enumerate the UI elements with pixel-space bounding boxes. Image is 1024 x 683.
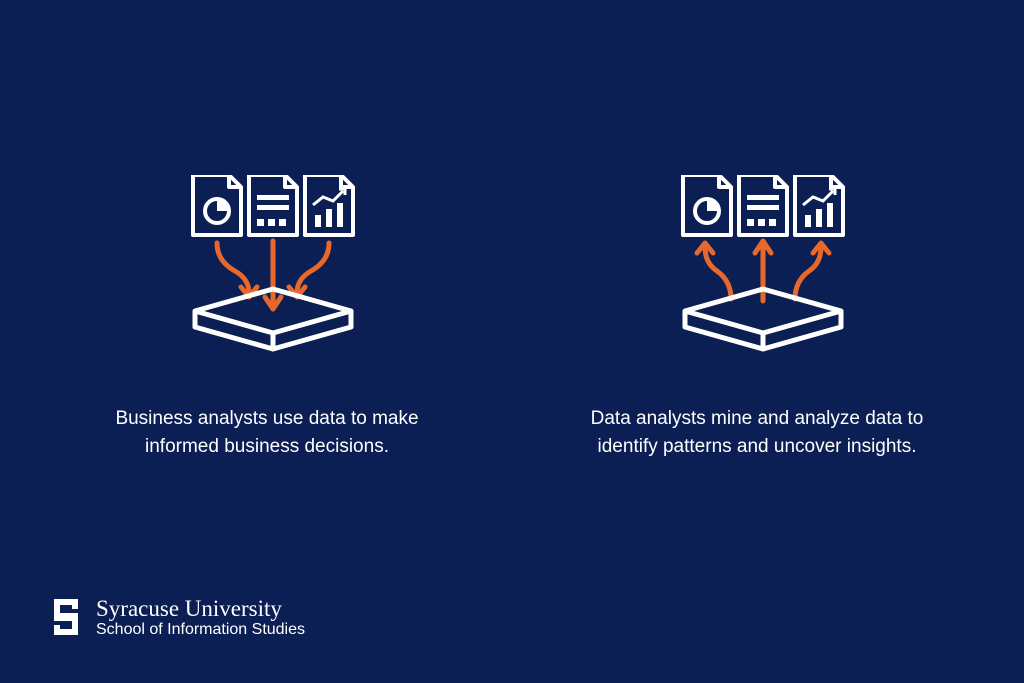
content-row: Business analysts use data to make infor… <box>0 0 1024 460</box>
university-name: Syracuse University <box>96 596 305 621</box>
panel-data-analyst: Data analysts mine and analyze data to i… <box>587 175 927 460</box>
business-analyst-icon <box>167 175 367 355</box>
data-analyst-icon <box>657 175 857 355</box>
data-analyst-caption: Data analysts mine and analyze data to i… <box>587 405 927 460</box>
school-name: School of Information Studies <box>96 621 305 639</box>
business-analyst-caption: Business analysts use data to make infor… <box>97 405 437 460</box>
syracuse-block-s-icon <box>50 597 82 637</box>
panel-business-analyst: Business analysts use data to make infor… <box>97 175 437 460</box>
footer-logo: Syracuse University School of Informatio… <box>50 596 305 639</box>
footer-text: Syracuse University School of Informatio… <box>96 596 305 639</box>
